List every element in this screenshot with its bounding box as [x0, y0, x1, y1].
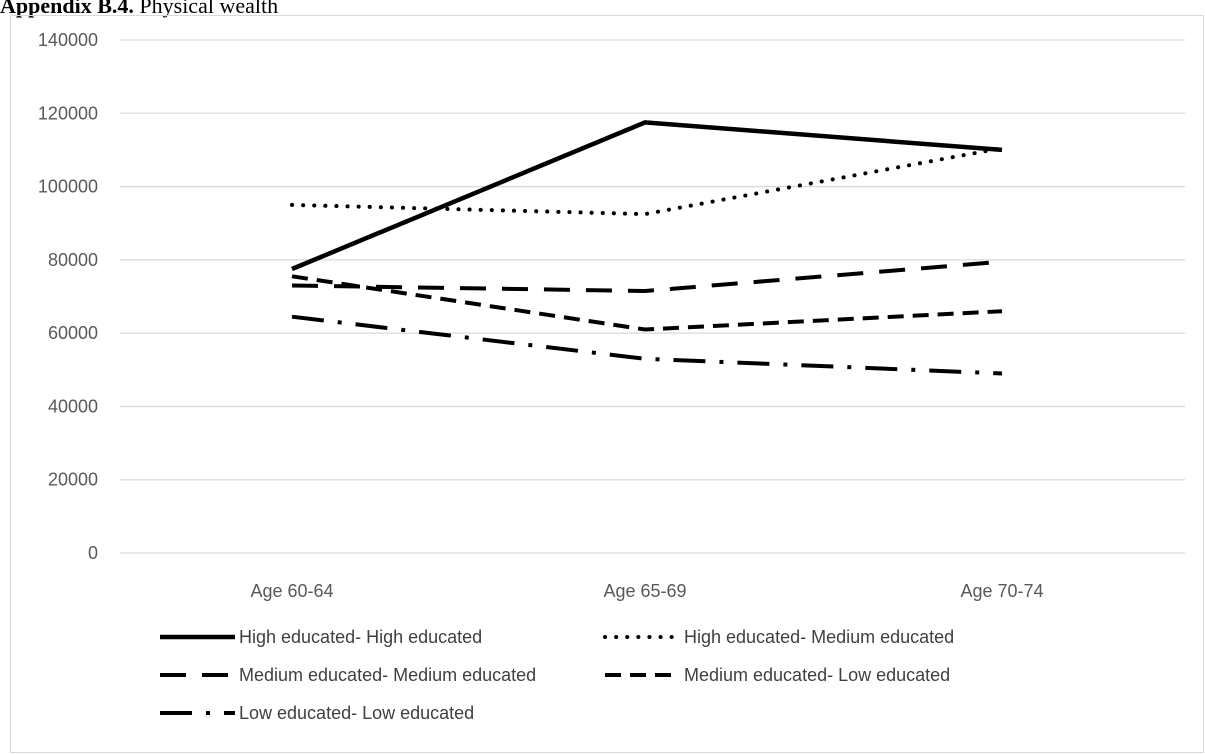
heading-bold: Appendix B.4. [0, 0, 134, 18]
y-tick-label: 60000 [48, 323, 98, 343]
series-line-3 [291, 259, 1003, 294]
series-line-1 [291, 120, 1003, 272]
y-tick-label: 100000 [38, 177, 98, 197]
x-tick-label: Age 60-64 [250, 581, 333, 601]
legend-label-3: Medium educated- Medium educated [239, 665, 536, 685]
y-tick-label: 80000 [48, 250, 98, 270]
legend-label-1: High educated- High educated [239, 627, 482, 647]
chart-area [10, 15, 1204, 753]
series-line-5 [291, 314, 1003, 376]
y-tick-label: 40000 [48, 396, 98, 416]
y-tick-label: 20000 [48, 470, 98, 490]
chart-heading: Appendix B.4. Physical wealth [0, 0, 1205, 19]
legend-label-5: Low educated- Low educated [239, 703, 474, 723]
y-tick-label: 120000 [38, 103, 98, 123]
legend-label-4: Medium educated- Low educated [684, 665, 950, 685]
legend-label-2: High educated- Medium educated [684, 627, 954, 647]
y-tick-label: 140000 [38, 30, 98, 50]
heading-rest: Physical wealth [133, 0, 279, 18]
series-line-2 [290, 146, 1004, 217]
x-tick-label: Age 70-74 [960, 581, 1043, 601]
x-tick-label: Age 65-69 [603, 581, 686, 601]
series-line-4 [291, 274, 1003, 332]
y-tick-label: 0 [88, 543, 98, 563]
